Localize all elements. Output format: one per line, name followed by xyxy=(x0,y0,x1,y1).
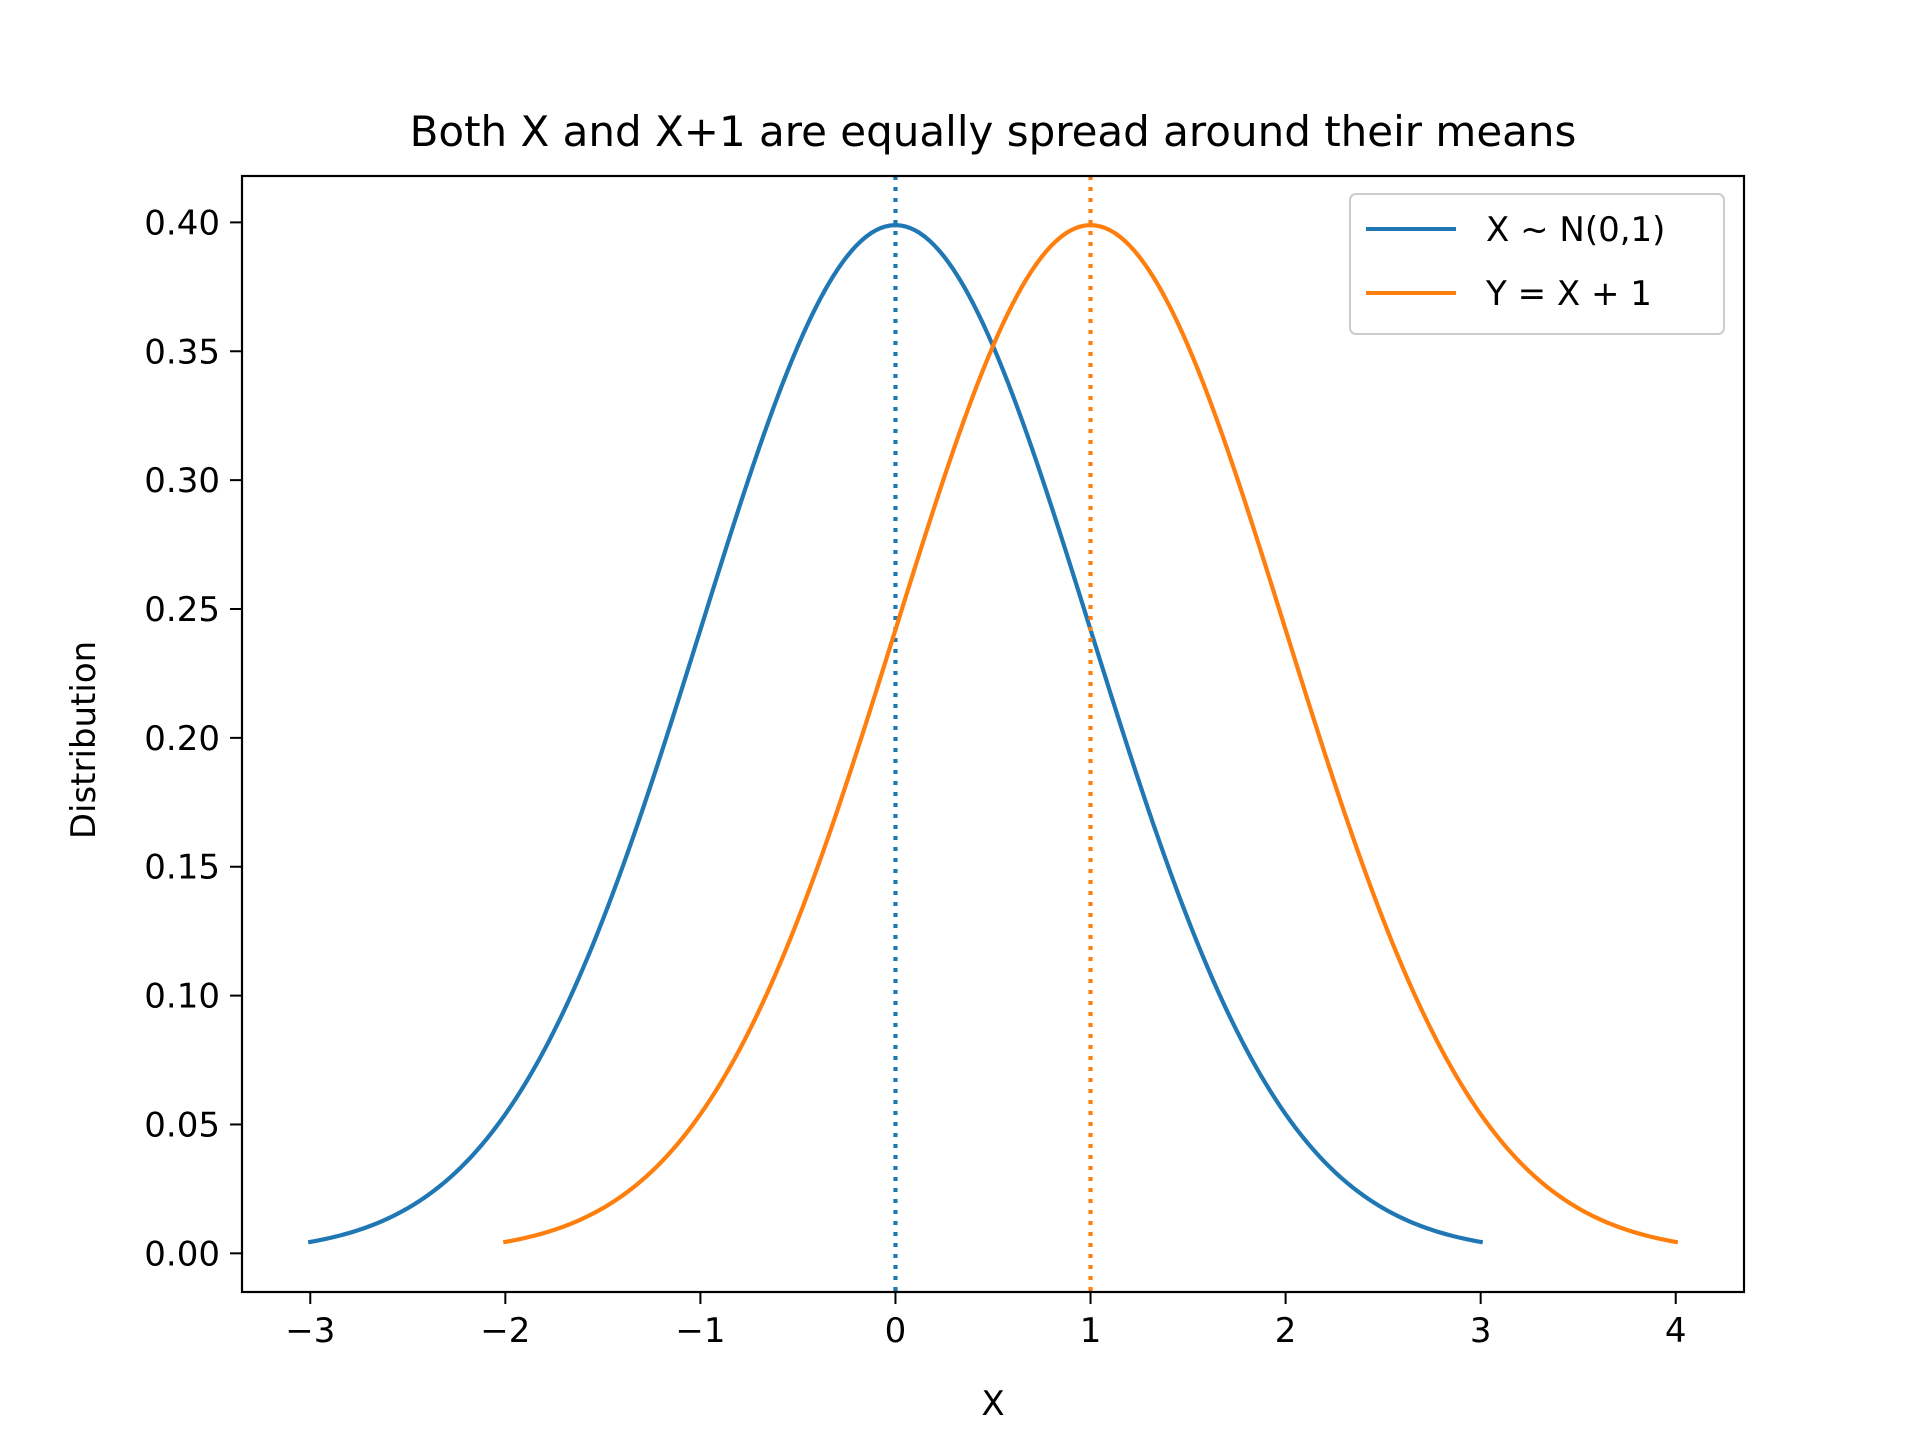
series-layer xyxy=(307,176,1679,1292)
data-point-0-4 xyxy=(698,628,702,632)
x-tick-label-6: 3 xyxy=(1470,1311,1492,1351)
y-tick-label-1: 0.05 xyxy=(144,1105,220,1145)
y-tick-label-0: 0.00 xyxy=(144,1234,220,1274)
data-point-1-1 xyxy=(601,1206,605,1210)
data-point-0-5 xyxy=(796,344,800,348)
data-point-0-11 xyxy=(1381,1206,1385,1210)
y-tick-label-3: 0.15 xyxy=(144,848,220,888)
data-point-1-8 xyxy=(1284,628,1288,632)
data-point-0-0 xyxy=(308,1240,312,1244)
y-axis-label: Distribution xyxy=(64,641,104,839)
y-tick-label-4: 0.20 xyxy=(144,719,220,759)
data-point-1-12 xyxy=(1674,1240,1678,1244)
legend: X ~ N(0,1) Y = X + 1 xyxy=(1349,193,1725,335)
x-tick-label-7: 4 xyxy=(1665,1311,1687,1351)
data-point-1-10 xyxy=(1479,1112,1483,1116)
legend-label-x: X ~ N(0,1) xyxy=(1486,210,1665,250)
chart-title: Both X and X+1 are equally spread around… xyxy=(410,107,1577,156)
x-tick-label-1: −2 xyxy=(480,1311,530,1351)
data-point-0-10 xyxy=(1284,1112,1288,1116)
series-line-1 xyxy=(502,223,1679,1245)
y-tick-label-6: 0.30 xyxy=(144,461,220,501)
legend-label-y: Y = X + 1 xyxy=(1485,274,1652,314)
y-tick-label-8: 0.40 xyxy=(144,203,220,243)
y-tick-label-5: 0.25 xyxy=(144,590,220,630)
data-point-0-12 xyxy=(1479,1240,1483,1244)
plot-frame xyxy=(240,174,1746,1294)
y-tick-label-2: 0.10 xyxy=(144,977,220,1017)
data-point-1-9 xyxy=(1381,918,1385,922)
data-point-0-3 xyxy=(601,918,605,922)
x-tick-label-0: −3 xyxy=(285,1311,335,1351)
data-point-1-0 xyxy=(503,1240,507,1244)
data-point-1-3 xyxy=(796,918,800,922)
data-point-0-2 xyxy=(503,1112,507,1116)
data-point-0-9 xyxy=(1186,918,1190,922)
data-point-0-1 xyxy=(406,1206,410,1210)
x-tick-label-4: 1 xyxy=(1080,1311,1102,1351)
x-tick-label-2: −1 xyxy=(675,1311,725,1351)
tick-layer: −3 −2 −1 0 1 2 3 4 0.00 0.05 0.10 0.15 0.20 0.25 0.30 0… xyxy=(144,203,1686,1351)
x-tick-label-3: 0 xyxy=(885,1311,907,1351)
data-point-1-5 xyxy=(991,344,995,348)
data-point-1-2 xyxy=(698,1112,702,1116)
y-tick-label-7: 0.35 xyxy=(144,332,220,372)
x-tick-label-5: 2 xyxy=(1275,1311,1297,1351)
data-point-1-7 xyxy=(1186,344,1190,348)
data-point-1-4 xyxy=(893,628,897,632)
data-point-1-11 xyxy=(1576,1206,1580,1210)
x-axis-label: X xyxy=(981,1384,1004,1424)
series-line-0 xyxy=(307,223,1484,1245)
